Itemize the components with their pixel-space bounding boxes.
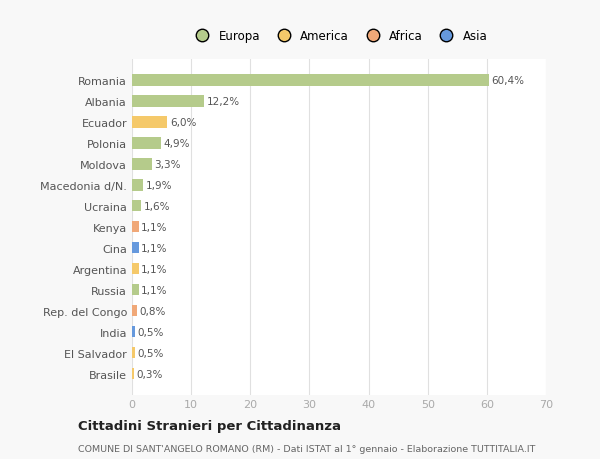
Text: 12,2%: 12,2% xyxy=(206,96,239,106)
Text: 1,9%: 1,9% xyxy=(146,180,172,190)
Text: 1,6%: 1,6% xyxy=(144,202,170,211)
Bar xyxy=(132,117,167,128)
Bar xyxy=(132,242,139,254)
Bar xyxy=(132,347,135,358)
Bar xyxy=(132,368,134,380)
Text: 1,1%: 1,1% xyxy=(141,222,167,232)
Text: 6,0%: 6,0% xyxy=(170,118,196,128)
Legend: Europa, America, Africa, Asia: Europa, America, Africa, Asia xyxy=(185,25,493,48)
Text: 0,5%: 0,5% xyxy=(137,348,164,358)
Text: COMUNE DI SANT'ANGELO ROMANO (RM) - Dati ISTAT al 1° gennaio - Elaborazione TUTT: COMUNE DI SANT'ANGELO ROMANO (RM) - Dati… xyxy=(78,444,535,453)
Bar xyxy=(132,221,139,233)
Bar xyxy=(132,326,135,338)
Text: 3,3%: 3,3% xyxy=(154,159,181,169)
Bar xyxy=(132,179,143,191)
Text: 60,4%: 60,4% xyxy=(491,76,524,86)
Bar xyxy=(132,263,139,275)
Bar xyxy=(132,138,161,149)
Bar xyxy=(132,75,489,86)
Text: 4,9%: 4,9% xyxy=(163,139,190,148)
Bar xyxy=(132,284,139,296)
Text: 1,1%: 1,1% xyxy=(141,285,167,295)
Text: 0,5%: 0,5% xyxy=(137,327,164,337)
Text: 0,8%: 0,8% xyxy=(139,306,166,316)
Bar xyxy=(132,96,204,107)
Text: Cittadini Stranieri per Cittadinanza: Cittadini Stranieri per Cittadinanza xyxy=(78,419,341,432)
Text: 1,1%: 1,1% xyxy=(141,264,167,274)
Text: 1,1%: 1,1% xyxy=(141,243,167,253)
Bar xyxy=(132,305,137,317)
Text: 0,3%: 0,3% xyxy=(136,369,163,379)
Bar xyxy=(132,159,152,170)
Bar xyxy=(132,201,142,212)
